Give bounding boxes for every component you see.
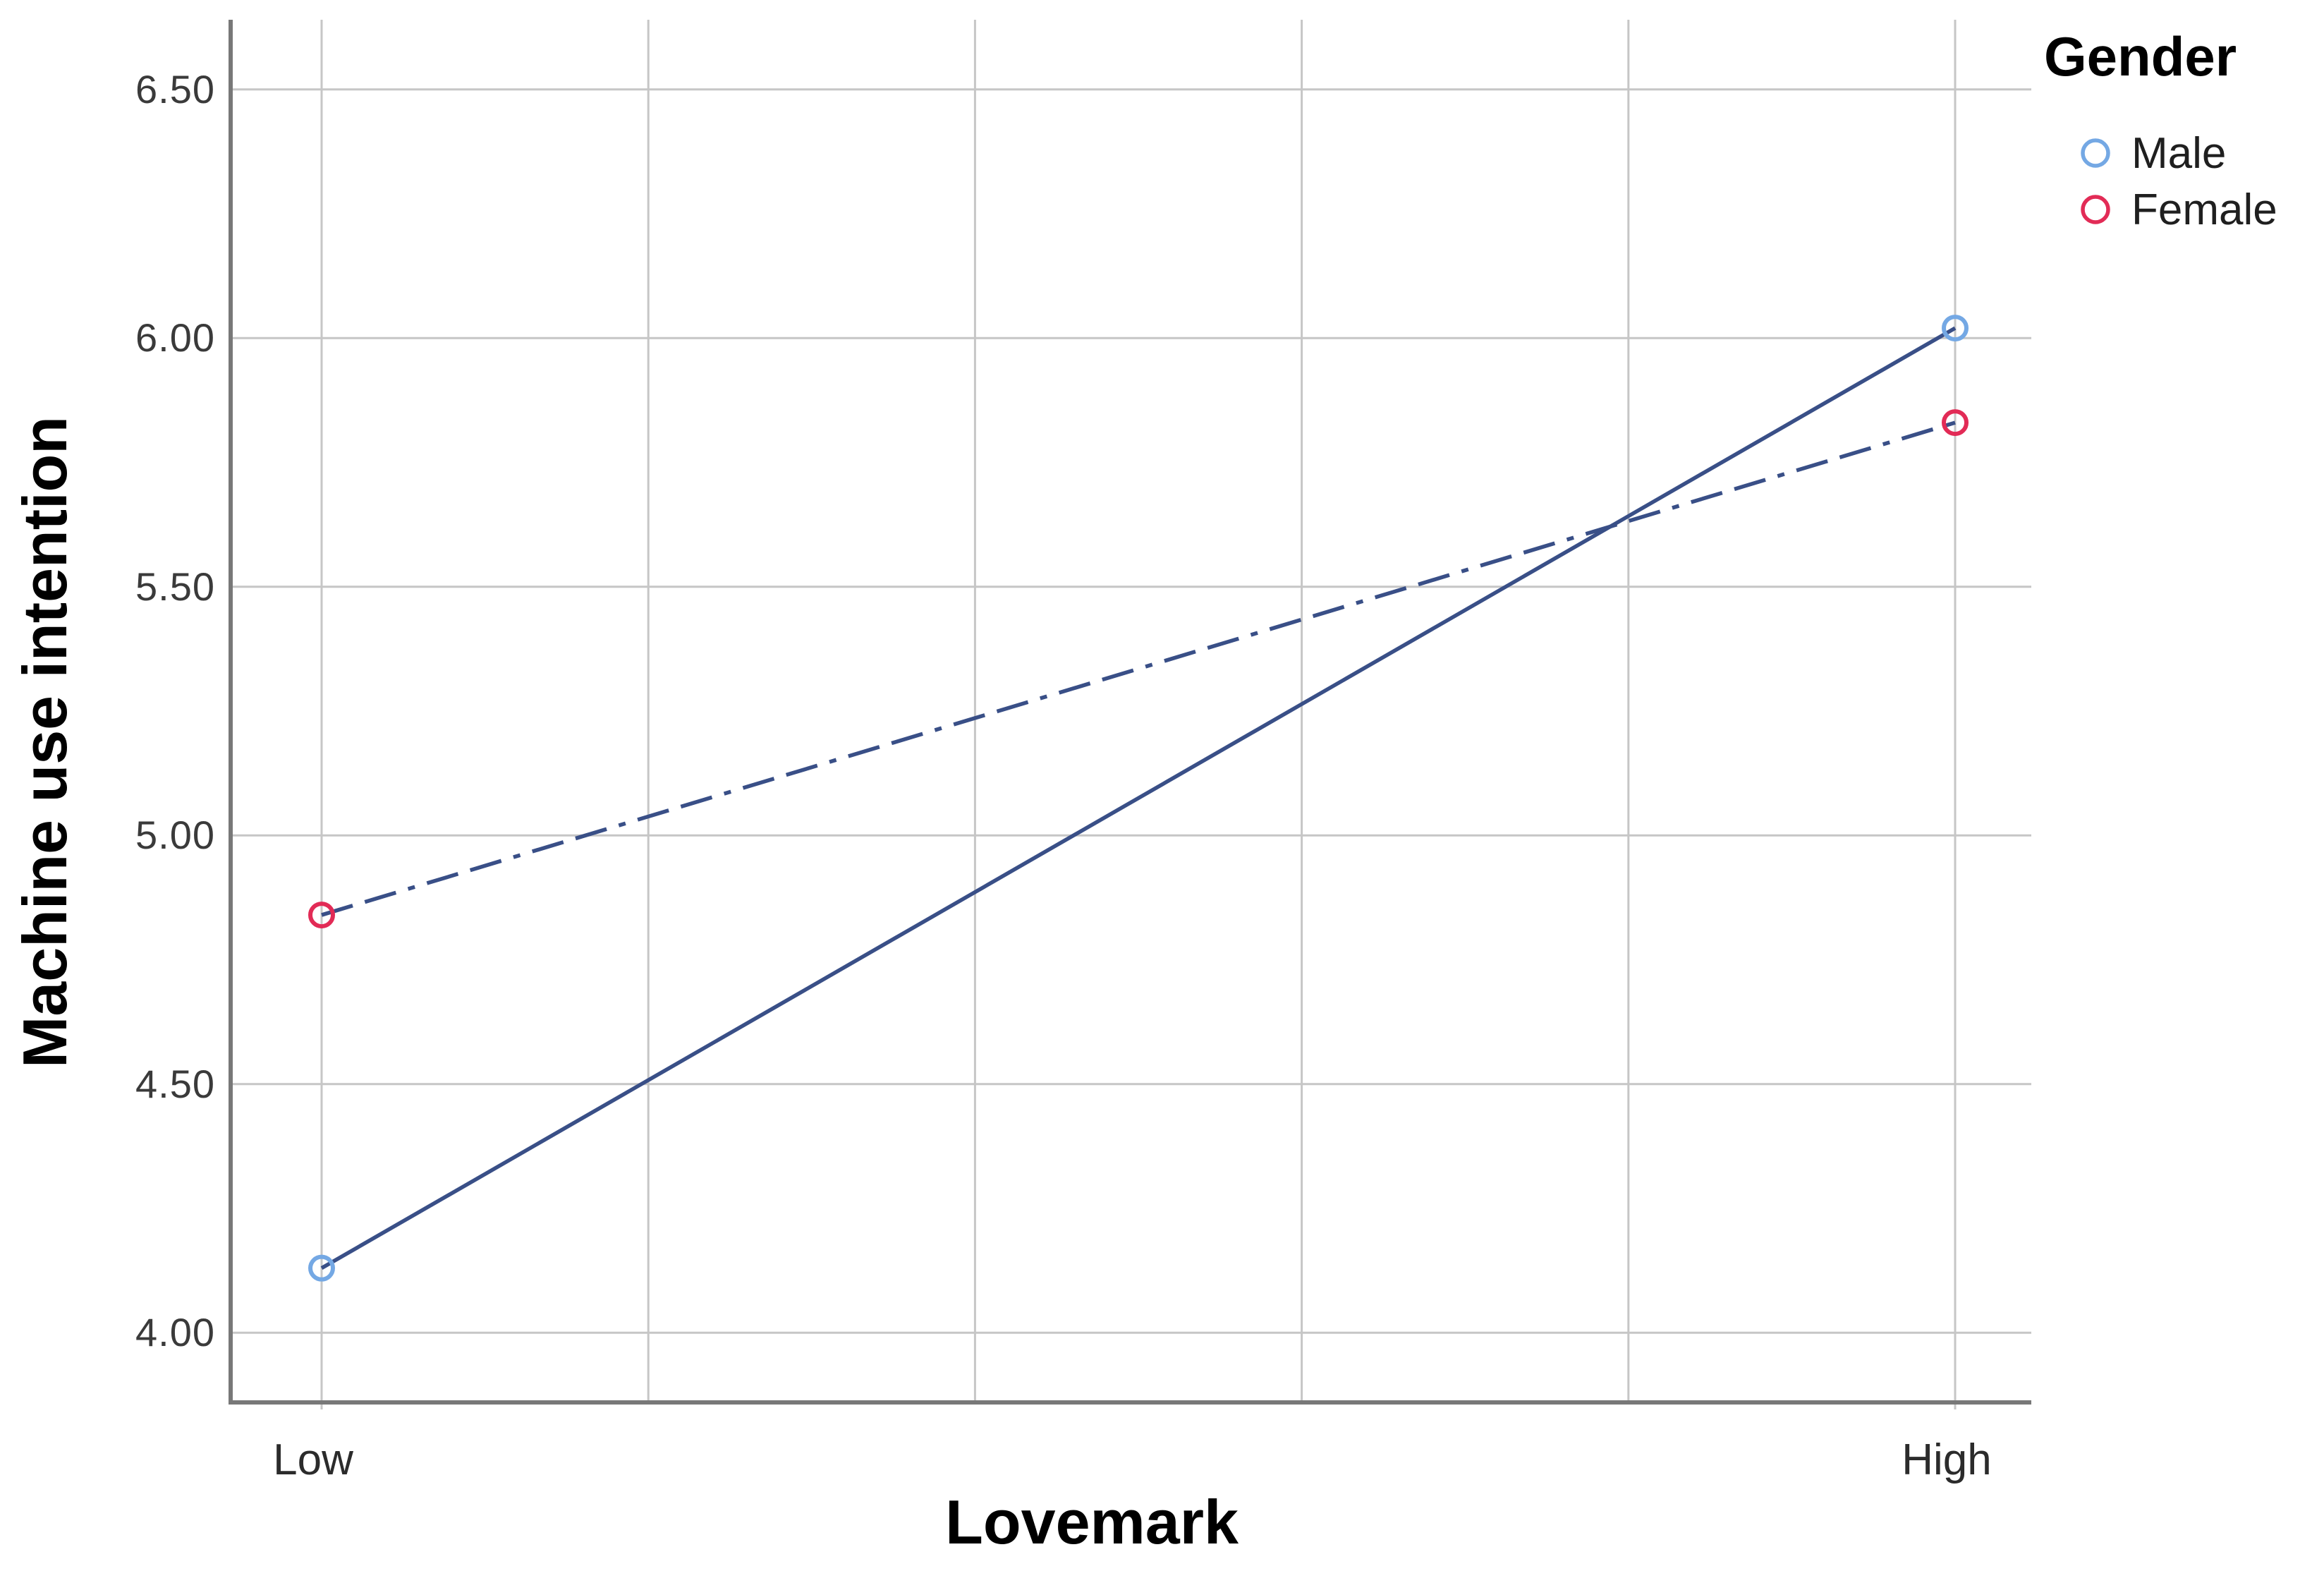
female-line bbox=[321, 420, 1956, 917]
legend-item-female: Female bbox=[2079, 186, 2277, 234]
y-tick-label: 6.50 bbox=[135, 66, 215, 111]
female-swatch-circle bbox=[2081, 195, 2110, 224]
x-category-label-high: High bbox=[1902, 1436, 1992, 1484]
male-marker-icon bbox=[2081, 138, 2110, 168]
legend-label-female: Female bbox=[2131, 185, 2277, 234]
y-tick-label: 4.50 bbox=[135, 1061, 215, 1106]
legend-label-male: Male bbox=[2131, 128, 2227, 178]
female-marker-low bbox=[308, 902, 335, 929]
y-tick-label: 5.00 bbox=[135, 813, 215, 858]
male-marker-low bbox=[308, 1254, 335, 1282]
male-swatch-circle bbox=[2081, 138, 2110, 168]
y-tick-label: 6.00 bbox=[135, 315, 215, 360]
legend-item-male: Male bbox=[2079, 128, 2227, 178]
female-marker-icon bbox=[2081, 195, 2110, 224]
y-tick-label: 4.00 bbox=[135, 1310, 215, 1355]
female-marker-high bbox=[1942, 409, 1969, 437]
y-tick-label: 5.50 bbox=[135, 564, 215, 609]
y-axis-title: Machine use intention bbox=[10, 416, 80, 1069]
male-marker-high bbox=[1942, 315, 1969, 342]
male-line bbox=[320, 326, 1957, 1270]
x-category-label-low: Low bbox=[273, 1436, 353, 1484]
x-axis-title: Lovemark bbox=[945, 1487, 1239, 1557]
legend-title: Gender bbox=[2044, 25, 2237, 87]
